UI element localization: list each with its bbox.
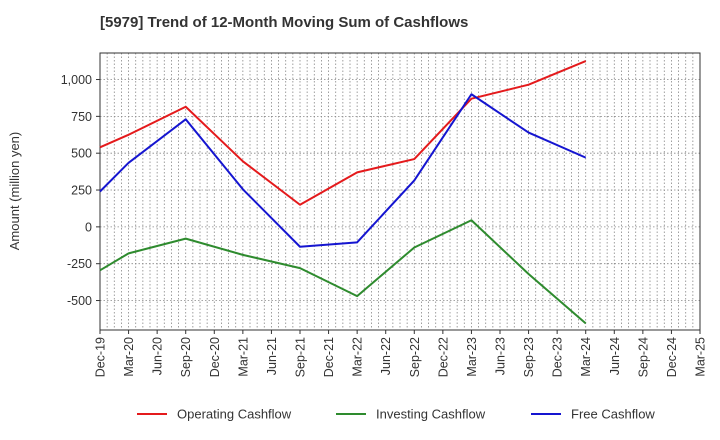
x-tick-label: Sep-21	[294, 337, 308, 377]
y-axis-ticks: -500 -250 0 250 500 750 1,000	[61, 73, 100, 308]
x-axis-ticks: Dec-19 Mar-20 Jun-20 Sep-20 Dec-20 Mar-21 Jun-…	[94, 330, 708, 377]
x-tick-label: Dec-22	[436, 337, 450, 377]
x-tick-label: Sep-22	[408, 337, 422, 377]
y-axis-label: Amount (million yen)	[7, 132, 22, 251]
chart-title: [5979] Trend of 12-Month Moving Sum of C…	[100, 14, 469, 31]
x-tick-label: Dec-23	[551, 337, 565, 377]
y-tick-label: -250	[67, 257, 92, 271]
x-tick-label: Mar-25	[694, 337, 708, 377]
grid	[100, 53, 700, 330]
x-tick-label: Sep-20	[179, 337, 193, 377]
x-tick-label: Mar-24	[579, 337, 593, 377]
legend-label: Operating Cashflow	[177, 407, 292, 422]
series-lines	[99, 60, 587, 325]
series-line-investing-cashflow	[99, 219, 587, 325]
x-tick-label: Jun-22	[379, 337, 393, 375]
x-tick-label: Sep-23	[522, 337, 536, 377]
legend-label: Free Cashflow	[571, 407, 655, 422]
x-tick-label: Dec-24	[665, 337, 679, 377]
x-tick-label: Sep-24	[636, 337, 650, 377]
x-tick-label: Dec-19	[94, 337, 108, 377]
x-tick-label: Jun-23	[494, 337, 508, 375]
y-tick-label: 500	[71, 147, 92, 161]
x-tick-label: Dec-21	[322, 337, 336, 377]
y-tick-label: 0	[85, 220, 92, 234]
x-tick-label: Jun-20	[151, 337, 165, 375]
x-tick-label: Mar-20	[122, 337, 136, 377]
legend-label: Investing Cashflow	[376, 407, 486, 422]
x-tick-label: Jun-21	[265, 337, 279, 375]
x-tick-label: Dec-20	[208, 337, 222, 377]
x-tick-label: Jun-24	[608, 337, 622, 375]
series-line-free-cashflow	[99, 93, 587, 248]
legend: Operating Cashflow Investing Cashflow Free…	[137, 407, 655, 422]
x-tick-label: Mar-23	[465, 337, 479, 377]
y-tick-label: -500	[67, 294, 92, 308]
series-line-operating-cashflow	[99, 60, 587, 206]
y-tick-label: 1,000	[61, 73, 92, 87]
y-tick-label: 750	[71, 110, 92, 124]
x-tick-label: Mar-21	[236, 337, 250, 377]
y-tick-label: 250	[71, 184, 92, 198]
x-tick-label: Mar-22	[351, 337, 365, 377]
